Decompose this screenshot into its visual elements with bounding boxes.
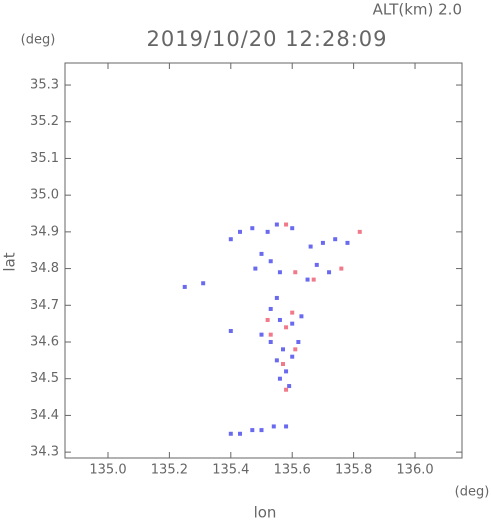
echo-point: [345, 240, 350, 245]
echo-point: [268, 339, 273, 344]
echo-point: [308, 244, 313, 249]
echo-point: [284, 325, 289, 330]
echo-point: [314, 262, 319, 267]
echo-point: [287, 384, 292, 389]
echo-point: [268, 332, 273, 337]
echo-point: [311, 277, 316, 282]
y-tick-label: 34.6: [30, 334, 59, 349]
echo-point: [290, 310, 295, 315]
y-tick-label: 34.3: [30, 445, 59, 460]
echo-point: [305, 277, 310, 282]
subtitle: ALT(km) 2.0: [373, 1, 462, 19]
echo-point: [238, 229, 243, 234]
echo-point: [333, 237, 338, 242]
x-tick-label: 135.2: [151, 463, 188, 478]
x-tick-label: 135.4: [212, 463, 249, 478]
echo-point: [284, 424, 289, 429]
echo-point: [277, 270, 282, 275]
echo-point: [280, 347, 285, 352]
echo-point: [296, 339, 301, 344]
y-tick-label: 34.8: [30, 261, 59, 276]
y-tick-label: 35.1: [30, 151, 59, 166]
echo-point: [228, 431, 233, 436]
x-unit: (deg): [455, 485, 490, 500]
echo-point: [293, 270, 298, 275]
x-tick-label: 135.8: [335, 463, 372, 478]
x-axis-label: lon: [254, 504, 277, 521]
echo-point: [268, 259, 273, 264]
y-tick-label: 34.9: [30, 224, 59, 239]
echo-point: [274, 358, 279, 363]
y-tick-label: 35.2: [30, 114, 59, 129]
echo-point: [250, 226, 255, 231]
echo-point: [259, 332, 264, 337]
y-unit: (deg): [21, 33, 56, 48]
echo-point: [284, 222, 289, 227]
y-tick-label: 35.0: [30, 188, 59, 203]
echo-point: [238, 431, 243, 436]
echo-point: [265, 229, 270, 234]
echo-point: [290, 226, 295, 231]
echo-point: [274, 222, 279, 227]
y-tick-label: 34.7: [30, 298, 59, 313]
echo-point: [293, 347, 298, 352]
echo-point: [339, 266, 344, 271]
echo-point: [290, 354, 295, 359]
echo-point: [284, 387, 289, 392]
x-tick-label: 135.0: [89, 463, 126, 478]
echo-point: [228, 328, 233, 333]
echo-point: [299, 314, 304, 319]
echo-point: [228, 237, 233, 242]
echo-point: [271, 424, 276, 429]
y-axis-label: lat: [1, 252, 19, 271]
plot-frame: [64, 62, 463, 459]
echo-point: [277, 317, 282, 322]
echo-point: [284, 369, 289, 374]
x-tick-label: 135.6: [274, 463, 311, 478]
y-tick-label: 34.4: [30, 408, 59, 423]
echo-point: [277, 376, 282, 381]
echo-point: [259, 428, 264, 433]
echo-point: [265, 317, 270, 322]
echo-point: [274, 295, 279, 300]
echo-point: [290, 321, 295, 326]
y-tick-label: 35.3: [30, 78, 59, 93]
chart-title: 2019/10/20 12:28:09: [146, 27, 387, 51]
echo-point: [250, 428, 255, 433]
echo-point: [327, 270, 332, 275]
echo-point: [182, 284, 187, 289]
echo-point: [320, 240, 325, 245]
echo-point: [357, 229, 362, 234]
echo-point: [259, 251, 264, 256]
echo-point: [253, 266, 258, 271]
echo-point: [280, 362, 285, 367]
x-tick-label: 136.0: [396, 463, 433, 478]
echo-point: [201, 281, 206, 286]
echo-point: [268, 306, 273, 311]
y-tick-label: 34.5: [30, 371, 59, 386]
